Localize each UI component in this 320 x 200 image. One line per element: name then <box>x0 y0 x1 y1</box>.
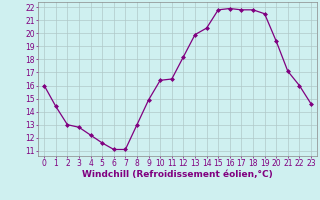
X-axis label: Windchill (Refroidissement éolien,°C): Windchill (Refroidissement éolien,°C) <box>82 170 273 179</box>
